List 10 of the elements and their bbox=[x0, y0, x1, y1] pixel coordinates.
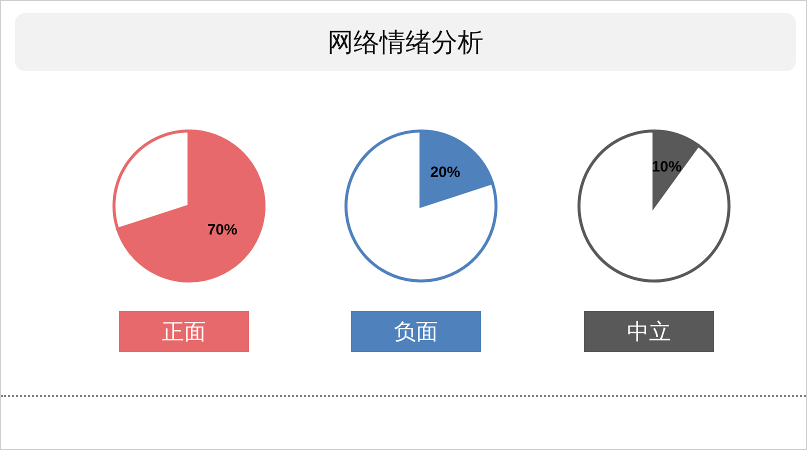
text: 正面 bbox=[119, 311, 249, 352]
data-label: 10% bbox=[652, 158, 682, 176]
pie-slice bbox=[344, 130, 498, 282]
pie-slice bbox=[116, 130, 266, 282]
text: 中立 bbox=[584, 311, 714, 352]
data-label: 70% bbox=[207, 222, 238, 239]
text: 网络情绪分析 bbox=[328, 26, 484, 60]
text: 负面 bbox=[351, 311, 481, 352]
pie-slice bbox=[578, 130, 730, 282]
data-label: 20% bbox=[430, 164, 460, 182]
